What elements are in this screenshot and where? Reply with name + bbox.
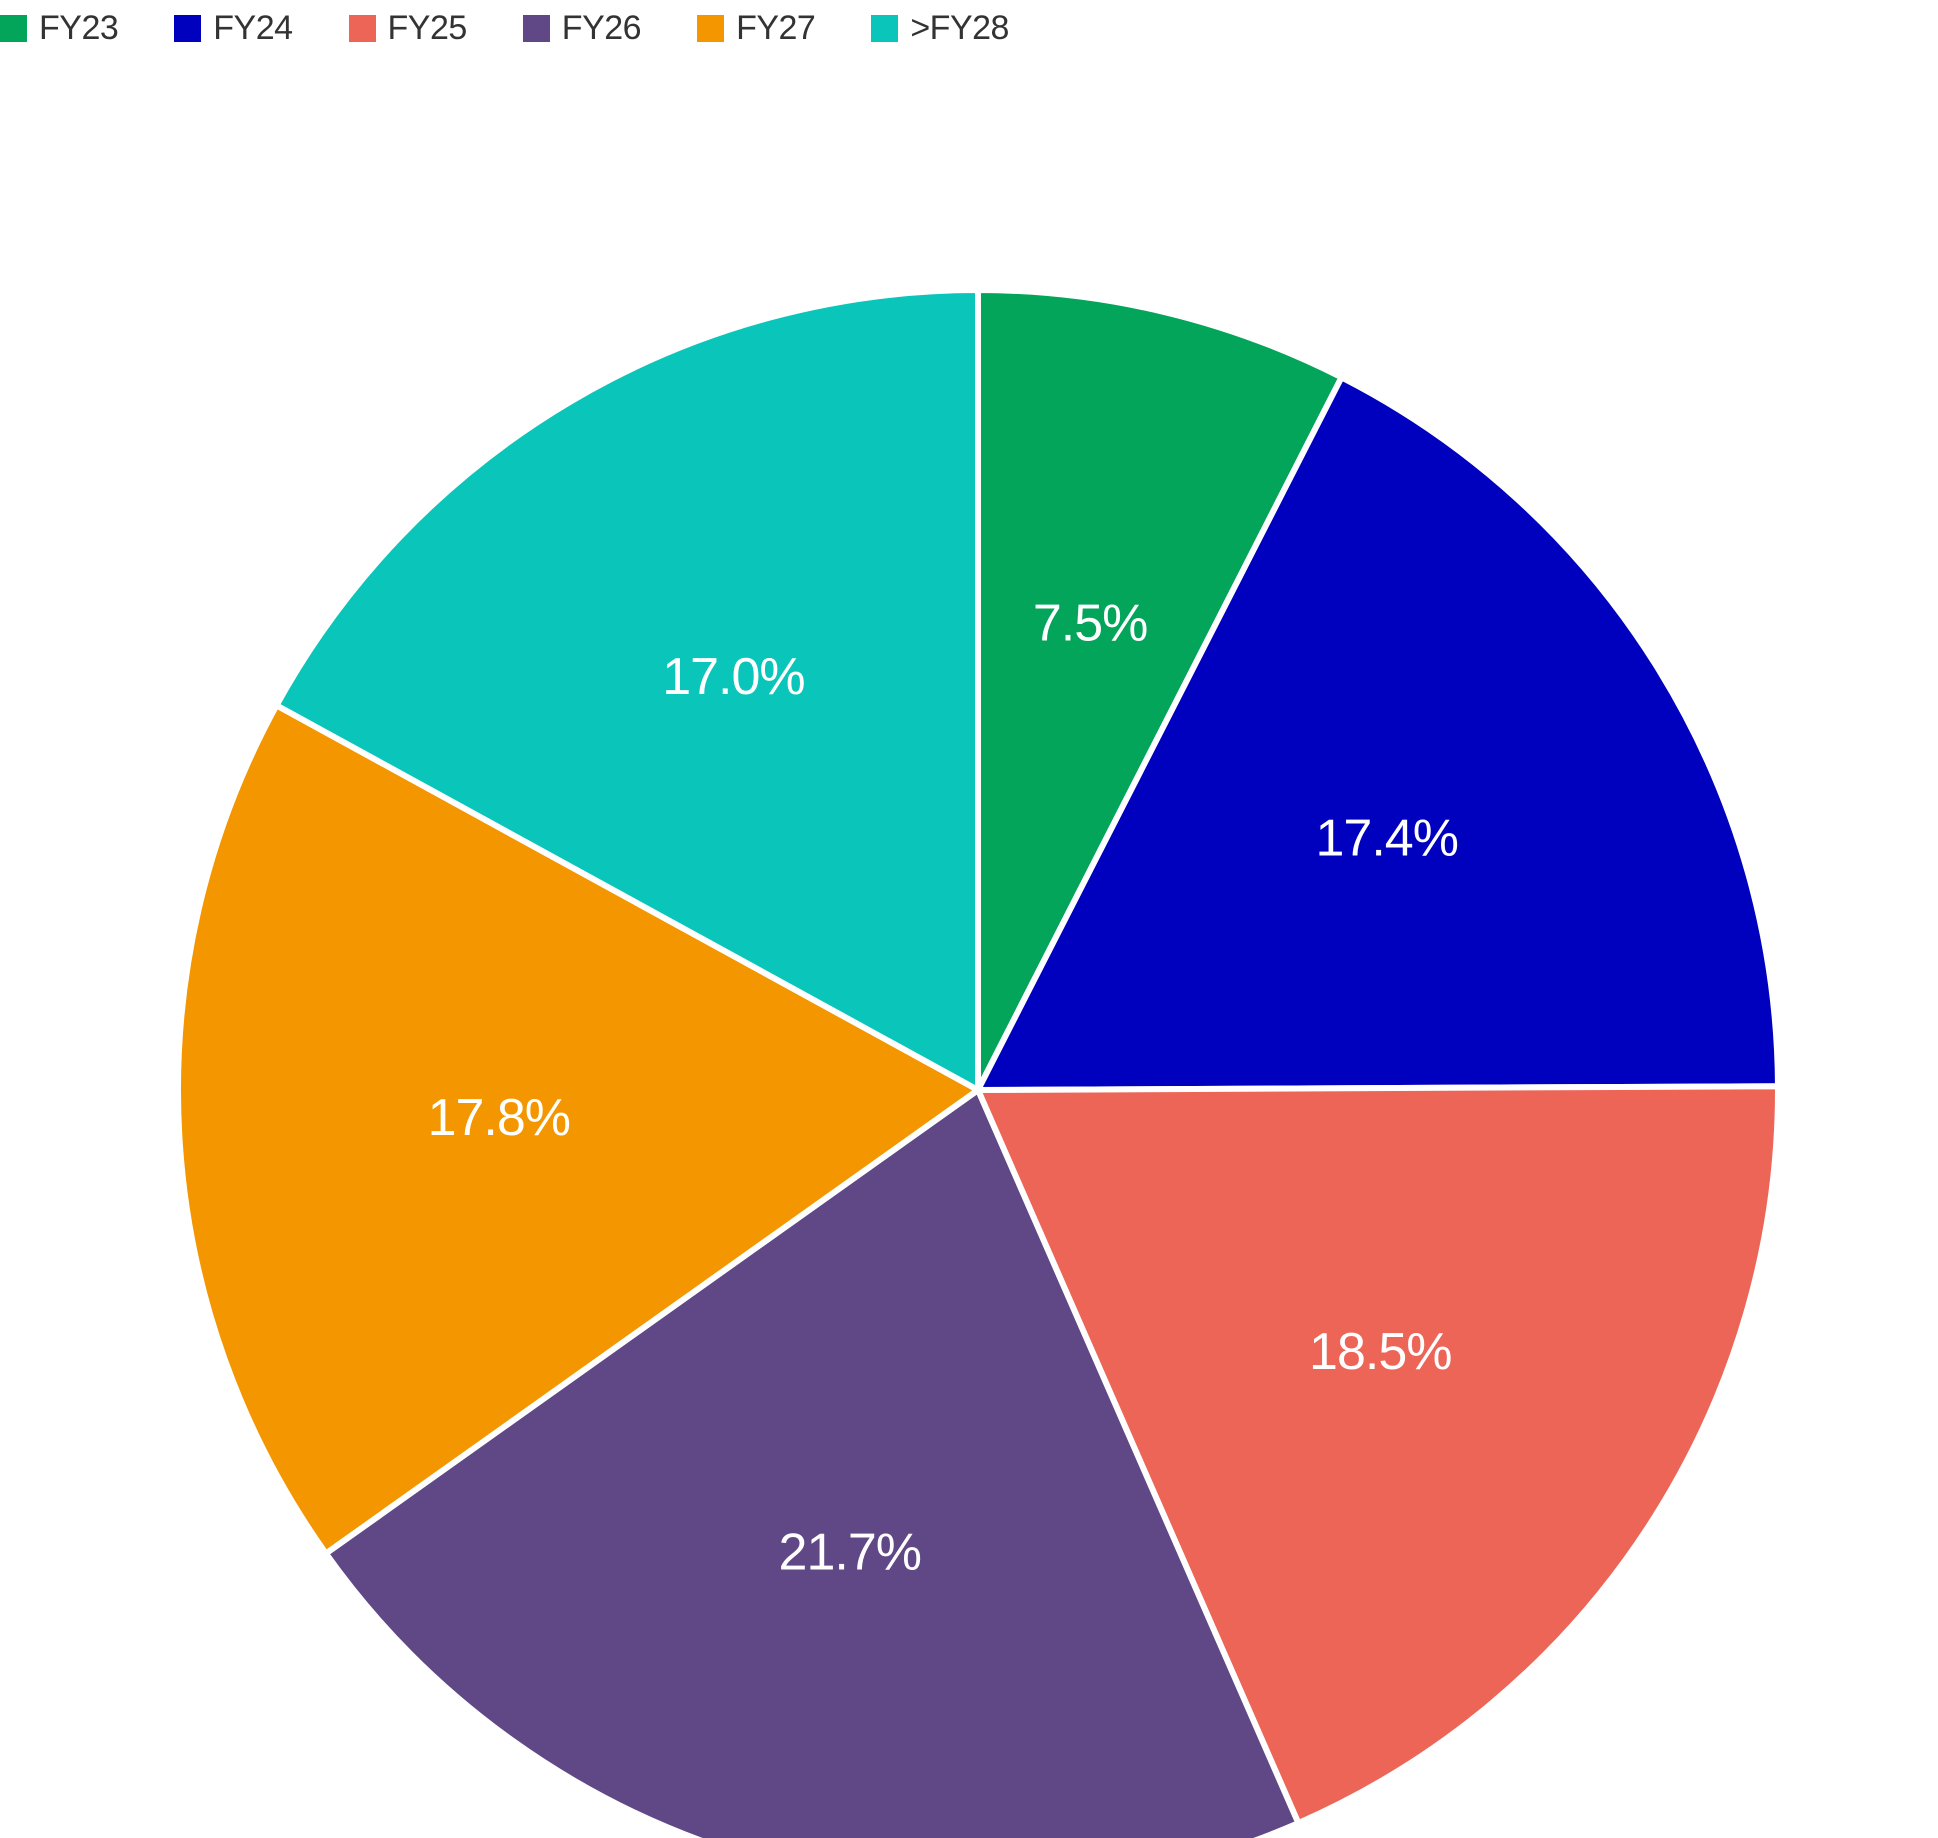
legend-item: FY25	[348, 8, 468, 48]
legend-label: FY23	[39, 8, 119, 47]
pie-slice-fy23	[975, 287, 1345, 1093]
legend-item: >FY28	[871, 9, 1009, 48]
slice-data-label: 21.7%	[779, 1524, 921, 1582]
legend-swatch	[522, 14, 550, 42]
legend-swatch	[871, 14, 899, 42]
pie-slice-fy26	[322, 1087, 1302, 1838]
slice-data-label: 17.0%	[662, 648, 804, 706]
legend-swatch	[174, 14, 202, 42]
legend-item: FY23	[0, 8, 119, 48]
legend-swatch	[697, 14, 725, 42]
legend-item: FY24	[174, 8, 293, 48]
slice-data-label: 18.5%	[1309, 1323, 1451, 1381]
pie-slice-fy28	[273, 287, 981, 1093]
legend-label: FY26	[561, 8, 642, 47]
legend-label: FY24	[213, 8, 293, 47]
slice-data-label: 17.8%	[428, 1089, 570, 1147]
legend-item: FY26	[522, 8, 642, 48]
chart-legend: FY23 FY24 FY25 FY26 FY27 >FY28	[0, 6, 1065, 50]
pie-slice-fy27	[174, 702, 981, 1557]
slice-data-label: 7.5%	[1033, 594, 1148, 652]
legend-item: FY27	[697, 8, 816, 48]
legend-swatch	[348, 14, 376, 42]
pie-slice-fy24	[975, 374, 1781, 1093]
legend-label: FY25	[387, 8, 468, 47]
pie-slice-fy25	[975, 1083, 1781, 1827]
legend-label: >FY28	[910, 8, 1009, 47]
slice-data-label: 17.4%	[1316, 809, 1458, 867]
legend-swatch	[0, 14, 27, 42]
legend-label: FY27	[736, 8, 816, 47]
